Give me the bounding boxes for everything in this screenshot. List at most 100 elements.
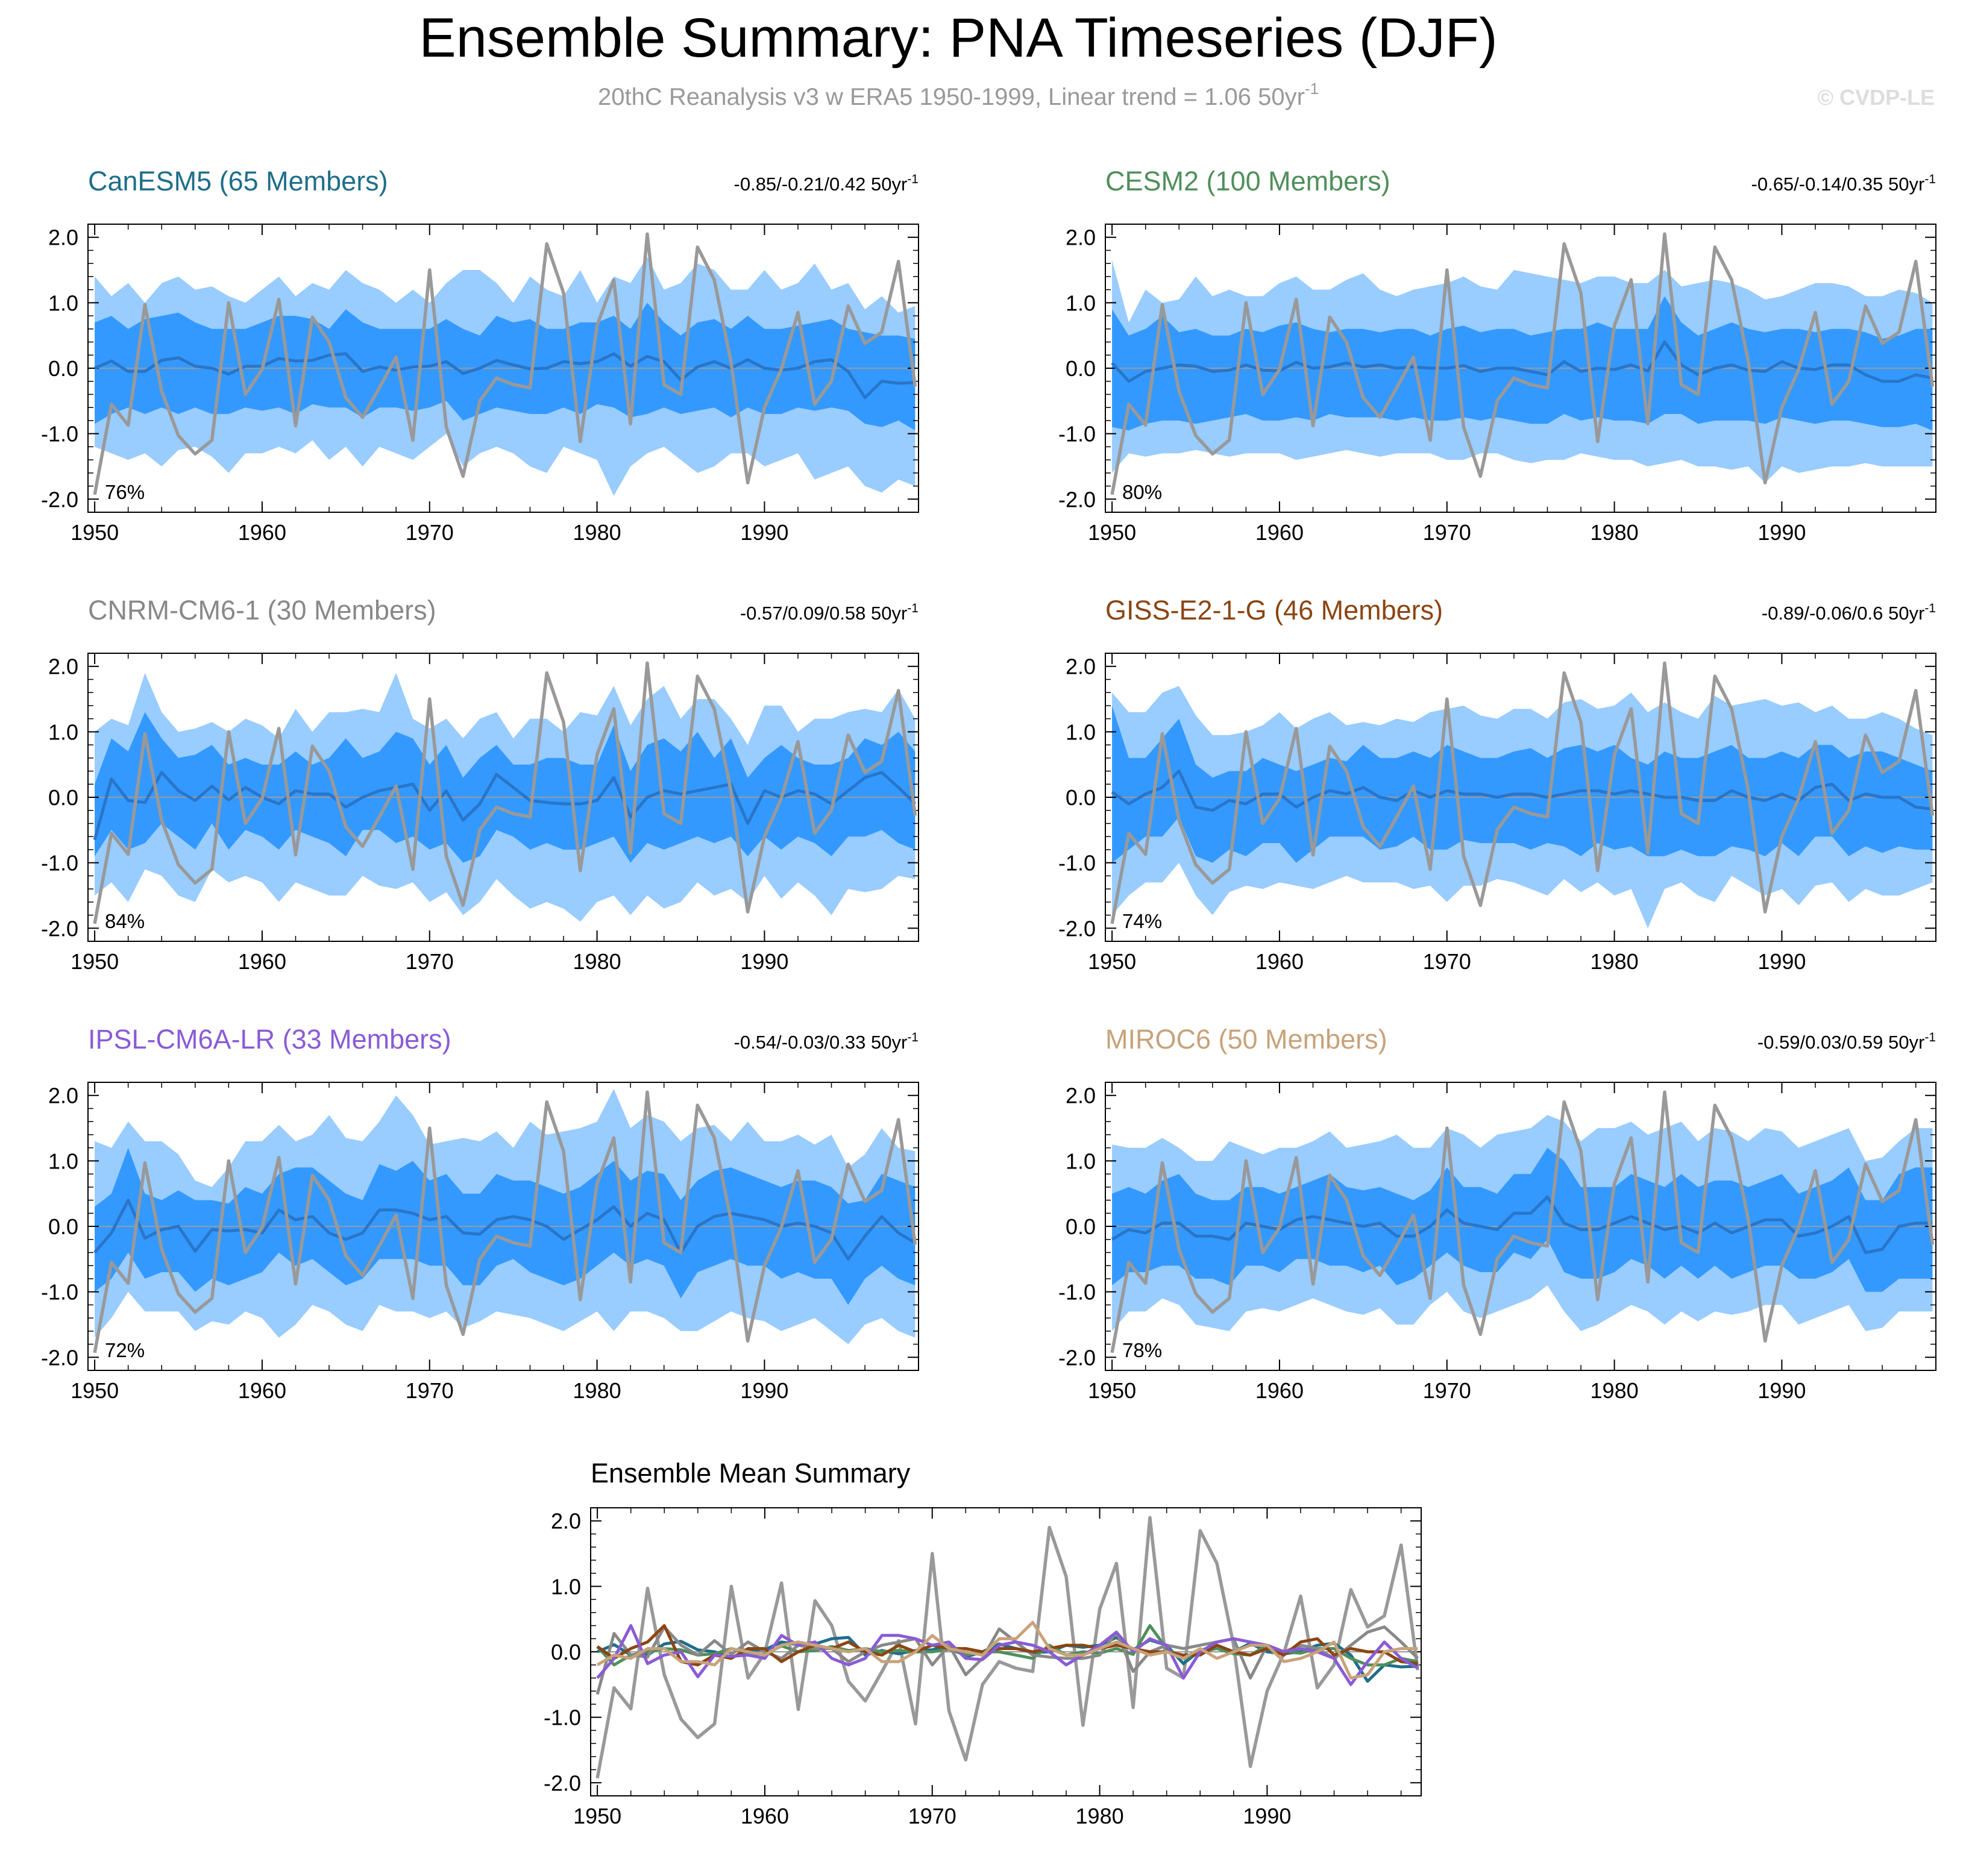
panel-6-trend-exp: -1	[1924, 1031, 1936, 1044]
panel-2-title: CESM2 (100 Members)	[1105, 166, 1390, 196]
summary-xtick-label: 1980	[1076, 1804, 1124, 1828]
panel-5-xtick-label: 1960	[238, 1378, 286, 1403]
panel-3-title: CNRM-CM6-1 (30 Members)	[88, 595, 436, 626]
panel-2-percent-label: 80%	[1122, 481, 1162, 503]
panel-5-ytick-label: -1.0	[41, 1280, 78, 1305]
panel-3-ytick-label: 2.0	[48, 654, 78, 679]
panel-5-percent-label: 72%	[105, 1339, 145, 1361]
summary-ytick-label: 0.0	[551, 1640, 581, 1664]
panel-1-xtick-label: 1990	[740, 520, 788, 545]
panel-5-title: IPSL-CM6A-LR (33 Members)	[88, 1024, 451, 1055]
panel-6-ytick-label: 2.0	[1066, 1084, 1096, 1108]
figure-title: Ensemble Summary: PNA Timeseries (DJF)	[419, 7, 1497, 69]
panel-4-trend-exp: -1	[1924, 601, 1936, 615]
panel-1-xtick-label: 1970	[406, 520, 454, 545]
panel-4-observation-line	[1110, 661, 1935, 924]
panel-6-ytick-label: 0.0	[1066, 1214, 1096, 1239]
panel-2-xtick-label: 1960	[1255, 520, 1304, 545]
panel-4-xtick-label: 1960	[1255, 949, 1304, 974]
panel-4-ytick-label: -2.0	[1058, 916, 1096, 941]
panel-6-xtick-label: 1980	[1591, 1378, 1639, 1403]
summary-ytick-label: 1.0	[551, 1574, 581, 1599]
panel-1-ytick-label: -1.0	[41, 422, 78, 447]
summary-ytick-label: 2.0	[551, 1509, 581, 1534]
panel-5-xtick-label: 1990	[740, 1378, 788, 1403]
panel-2-ytick-label: 1.0	[1066, 290, 1096, 315]
panel-1-xtick-label: 1950	[71, 520, 119, 545]
panel-6-title: MIROC6 (50 Members)	[1105, 1024, 1387, 1055]
panel-4-ytick-label: -1.0	[1058, 851, 1096, 876]
panel-2-ytick-label: 2.0	[1066, 225, 1096, 250]
panel-2-xtick-label: 1990	[1757, 520, 1806, 545]
panel-5-observation-line	[93, 1090, 917, 1354]
panel-3-xtick-label: 1950	[71, 949, 119, 974]
panel-2-observation-line	[1110, 232, 1935, 495]
panel-1-trend-exp: -1	[907, 172, 919, 186]
panel-5-xtick-label: 1980	[573, 1378, 621, 1403]
panels: CanESM5 (65 Members) -0.85/-0.21/0.42 50y…	[41, 166, 1936, 1828]
panel-1-ytick-label: 1.0	[48, 290, 78, 315]
panel-6-percent-label: 78%	[1122, 1339, 1162, 1361]
panel-4-ytick-label: 1.0	[1066, 720, 1096, 744]
panel-6-xtick-label: 1970	[1423, 1378, 1471, 1403]
panel-3-xtick-label: 1980	[573, 949, 621, 974]
panel-2-xtick-label: 1950	[1088, 520, 1136, 545]
panel-2-trend-text: -0.65/-0.14/0.35 50yr	[1751, 174, 1925, 195]
panel-1: CanESM5 (65 Members) -0.85/-0.21/0.42 50y…	[41, 166, 919, 545]
panel-6-ytick-label: 1.0	[1066, 1149, 1096, 1173]
panel-4-ytick-label: 2.0	[1066, 654, 1096, 679]
panel-6-trend-text: -0.59/0.03/0.59 50yr	[1757, 1032, 1924, 1053]
summary-xtick-label: 1960	[741, 1804, 789, 1828]
panel-1-percent-label: 76%	[105, 481, 145, 503]
panel-5-ytick-label: -2.0	[41, 1345, 78, 1370]
summary-title: Ensemble Mean Summary	[591, 1458, 911, 1489]
panel-6-ytick-label: -2.0	[1058, 1345, 1096, 1370]
panel-4-trend: -0.89/-0.06/0.6 50yr-1	[1762, 601, 1936, 624]
panel-2-ensemble-mean-line	[1111, 340, 1933, 383]
panel-1-xtick-label: 1980	[573, 520, 621, 545]
panel-5-xtick-label: 1970	[406, 1378, 454, 1403]
panel-2-xtick-label: 1970	[1423, 520, 1471, 545]
panel-3-ytick-label: -2.0	[41, 916, 78, 941]
panel-6-ytick-label: -1.0	[1058, 1280, 1096, 1305]
panel-3-trend-exp: -1	[907, 601, 919, 615]
panel-6-xtick-label: 1950	[1088, 1378, 1136, 1403]
panel-1-trend: -0.85/-0.21/0.42 50yr-1	[734, 172, 919, 195]
panel-2-ytick-label: 0.0	[1066, 356, 1096, 381]
panel-3-ytick-label: -1.0	[41, 851, 78, 876]
panel-5-xtick-label: 1950	[71, 1378, 119, 1403]
panel-4-percent-label: 74%	[1122, 910, 1162, 932]
panel-6-trend: -0.59/0.03/0.59 50yr-1	[1757, 1031, 1936, 1053]
summary-ytick-label: -2.0	[544, 1771, 581, 1795]
panel-5: IPSL-CM6A-LR (33 Members) -0.54/-0.03/0.3…	[41, 1024, 919, 1403]
panel-2-ytick-label: -1.0	[1058, 422, 1096, 447]
subtitle-exponent: -1	[1305, 80, 1319, 98]
panel-6-xtick-label: 1990	[1757, 1378, 1806, 1403]
summary-ytick-label: -1.0	[544, 1705, 581, 1730]
panel-5-ensemble-mean-line	[93, 1199, 916, 1261]
panel-3-observation-line	[93, 661, 917, 924]
panel-3-ensemble-mean-line	[93, 771, 917, 841]
subtitle-text: 20thC Reanalysis v3 w ERA5 1950-1999, Li…	[598, 84, 1305, 110]
panel-6-observation-line	[1110, 1090, 1935, 1354]
summary-xtick-label: 1950	[573, 1804, 621, 1828]
panel-4-ytick-label: 0.0	[1066, 785, 1096, 810]
panel-1-trend-text: -0.85/-0.21/0.42 50yr	[734, 174, 908, 195]
figure-subtitle: 20thC Reanalysis v3 w ERA5 1950-1999, Li…	[598, 80, 1319, 110]
panel-1-title: CanESM5 (65 Members)	[88, 166, 388, 196]
panel-4-xtick-label: 1950	[1088, 949, 1136, 974]
panel-5-trend: -0.54/-0.03/0.33 50yr-1	[734, 1031, 919, 1053]
summary-panel: Ensemble Mean Summary -2.0 -1.0 0.0 1.0 2.0 19…	[544, 1458, 1422, 1828]
panel-6-xtick-label: 1960	[1255, 1378, 1304, 1403]
panel-2-ytick-label: -2.0	[1058, 487, 1096, 512]
panel-3-percent-label: 84%	[105, 910, 145, 932]
panel-2-trend: -0.65/-0.14/0.35 50yr-1	[1751, 172, 1936, 195]
panel-3-trend-text: -0.57/0.09/0.58 50yr	[740, 603, 907, 624]
panel-1-ytick-label: 0.0	[48, 356, 78, 381]
panel-3: CNRM-CM6-1 (30 Members) -0.57/0.09/0.58 5…	[41, 595, 919, 974]
panel-4-xtick-label: 1980	[1591, 949, 1639, 974]
panel-1-ensemble-mean-line	[94, 352, 916, 400]
panel-2: CESM2 (100 Members) -0.65/-0.14/0.35 50yr…	[1058, 166, 1936, 545]
panel-3-ytick-label: 0.0	[48, 785, 78, 810]
